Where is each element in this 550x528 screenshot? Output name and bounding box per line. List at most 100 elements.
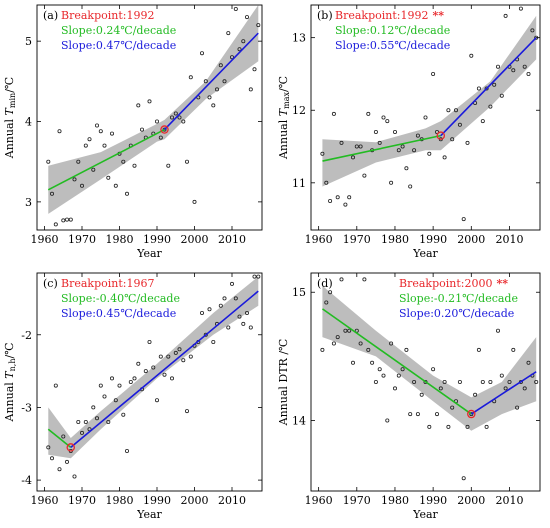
data-point xyxy=(461,217,466,222)
data-point xyxy=(412,379,417,384)
slope1-label: Slope:-0.40℃/decade xyxy=(61,292,180,305)
data-point xyxy=(335,195,340,200)
data-point xyxy=(211,103,216,108)
data-point xyxy=(181,119,186,124)
data-point xyxy=(222,79,227,84)
data-point xyxy=(244,310,249,315)
y-tick-label: 5 xyxy=(25,35,32,48)
x-axis-label: Year xyxy=(412,508,438,521)
data-point xyxy=(446,108,451,113)
data-point xyxy=(320,347,325,352)
data-point xyxy=(46,159,51,164)
data-point xyxy=(377,140,382,145)
x-tick-label: 1960 xyxy=(305,233,333,246)
data-point xyxy=(343,328,348,333)
data-point xyxy=(158,354,163,359)
data-point xyxy=(473,392,478,397)
data-point xyxy=(125,191,130,196)
breakpoint-marker xyxy=(66,443,76,452)
panel-1: 1960 1970 1980 1990 2000 2010 3 4 5 Year Annual Tm… xyxy=(3,4,263,260)
slope2-label: Slope:0.47℃/decade xyxy=(61,39,176,52)
data-point xyxy=(511,347,516,352)
data-point xyxy=(98,383,103,388)
data-point xyxy=(331,341,336,346)
data-point xyxy=(415,133,420,138)
data-point xyxy=(241,321,246,326)
data-point xyxy=(526,360,531,365)
data-point xyxy=(177,115,182,120)
breakpoint-label: Breakpoint:1967 xyxy=(61,277,154,290)
data-point xyxy=(151,365,156,370)
data-point xyxy=(158,135,163,140)
data-point xyxy=(339,140,344,145)
slope1-label: Slope:-0.21℃/decade xyxy=(399,292,518,305)
data-point xyxy=(495,328,500,333)
data-point xyxy=(511,68,516,73)
data-point xyxy=(328,198,333,203)
data-point xyxy=(358,341,363,346)
plot-frame xyxy=(36,272,263,492)
segment-before-breakpoint xyxy=(322,134,441,162)
confidence-band xyxy=(322,285,537,431)
data-point xyxy=(229,281,234,286)
data-point xyxy=(381,373,386,378)
segment-after-breakpoint xyxy=(440,37,537,137)
data-point xyxy=(453,108,458,113)
data-point xyxy=(526,72,531,77)
data-point xyxy=(244,15,249,20)
data-point xyxy=(465,140,470,145)
data-point xyxy=(484,86,489,91)
data-point xyxy=(214,87,219,92)
slope2-label: Slope:0.20℃/decade xyxy=(399,307,514,320)
data-point xyxy=(218,63,223,68)
data-point xyxy=(237,314,242,319)
x-axis-label: Year xyxy=(412,247,438,260)
data-point xyxy=(331,111,336,116)
x-tick-label: 2000 xyxy=(181,494,209,507)
data-point xyxy=(87,137,92,142)
data-point xyxy=(102,394,107,399)
data-point xyxy=(139,127,144,132)
data-point xyxy=(354,144,359,149)
y-axis-label: Annual Tmin/℃ xyxy=(3,77,17,159)
data-point xyxy=(106,419,111,424)
data-point xyxy=(350,360,355,365)
data-point xyxy=(132,376,137,381)
data-point xyxy=(476,86,481,91)
data-point xyxy=(125,448,130,453)
data-point xyxy=(400,367,405,372)
y-tick-label: 11 xyxy=(292,177,306,190)
data-point xyxy=(113,398,118,403)
x-tick-label: 1980 xyxy=(381,233,409,246)
data-point xyxy=(499,93,504,98)
data-point xyxy=(324,300,329,305)
data-point xyxy=(396,373,401,378)
data-point xyxy=(50,191,55,196)
segment-after-breakpoint xyxy=(163,32,259,131)
data-point xyxy=(95,416,100,421)
data-point xyxy=(233,7,238,12)
panel-3: 1960 1970 1980 1990 2000 2010 -4 -3 -2 Year Annual… xyxy=(3,272,263,521)
y-tick-label: 14 xyxy=(292,414,306,427)
data-point xyxy=(389,180,394,185)
data-point xyxy=(392,386,397,391)
data-point xyxy=(343,202,348,207)
y-tick-label: -2 xyxy=(21,329,32,342)
data-point xyxy=(76,419,81,424)
data-point xyxy=(207,307,212,312)
breakpoint-marker xyxy=(467,409,476,419)
data-point xyxy=(534,379,539,384)
slope1-label: Slope:0.24℃/decade xyxy=(61,24,176,37)
y-tick-label: 15 xyxy=(292,286,306,299)
data-point xyxy=(166,163,171,168)
y-axis-label: Annual DTR /℃ xyxy=(277,339,290,427)
data-point xyxy=(515,405,520,410)
data-point xyxy=(154,119,159,124)
data-point xyxy=(91,405,96,410)
data-point xyxy=(181,358,186,363)
confidence-band xyxy=(48,5,259,214)
x-tick-label: 1970 xyxy=(68,233,96,246)
data-point xyxy=(188,354,193,359)
data-point xyxy=(503,13,508,18)
x-tick-label: 1990 xyxy=(143,233,171,246)
